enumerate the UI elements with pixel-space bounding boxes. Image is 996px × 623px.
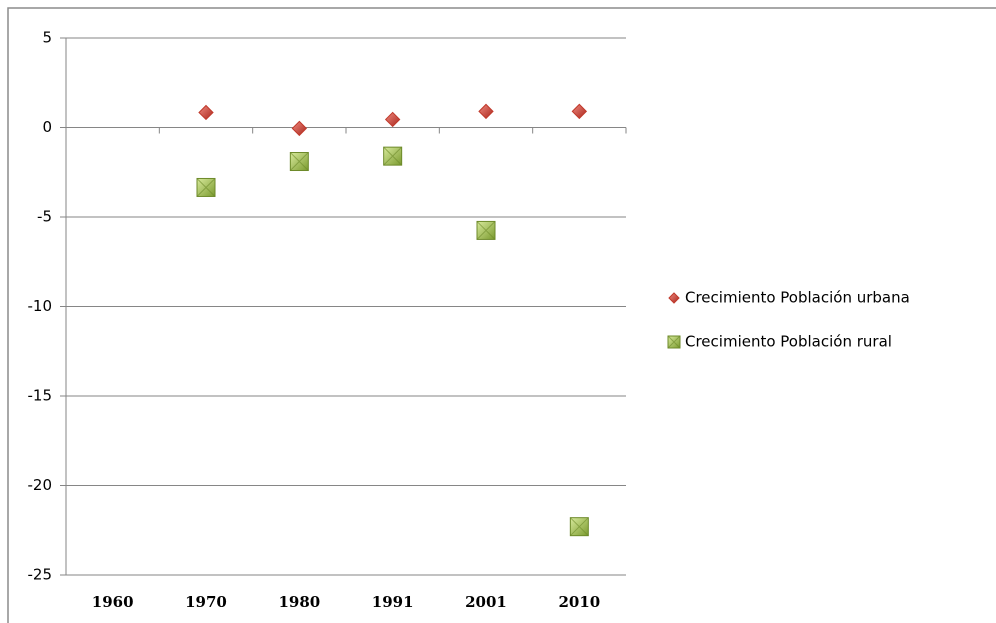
marker (571, 103, 588, 120)
y-tick-label: -25 (28, 566, 53, 584)
marker (198, 104, 214, 121)
marker (196, 177, 216, 197)
x-tick-label: 2010 (558, 593, 600, 611)
marker-cross (383, 146, 403, 166)
legend-marker (668, 292, 680, 304)
marker (569, 517, 589, 537)
marker-cross (289, 152, 309, 171)
marker (384, 111, 401, 128)
legend-label: Crecimiento Población urbana (685, 289, 910, 307)
y-tick-label: 5 (42, 29, 52, 47)
marker (383, 146, 403, 166)
y-tick-label: -10 (28, 297, 53, 315)
y-tick-label: -15 (28, 387, 53, 405)
marker-cross (196, 178, 216, 197)
x-tick-label: 1991 (372, 593, 414, 611)
marker (289, 152, 309, 172)
y-tick-label: -20 (28, 476, 53, 494)
marker-cross (667, 335, 681, 349)
y-tick-label: -5 (37, 208, 52, 226)
legend-marker (667, 335, 681, 349)
x-tick-label: 2001 (465, 593, 507, 611)
legend-label: Crecimiento Población rural (685, 333, 892, 351)
marker-cross (476, 221, 496, 240)
x-tick-label: 1960 (92, 593, 134, 611)
marker (476, 220, 496, 240)
chart-border (7, 7, 996, 623)
marker (478, 103, 494, 120)
y-tick-label: 0 (42, 118, 52, 136)
x-tick-label: 1980 (278, 593, 320, 611)
marker (291, 120, 308, 137)
marker-cross (569, 517, 589, 537)
x-tick-label: 1970 (185, 593, 227, 611)
